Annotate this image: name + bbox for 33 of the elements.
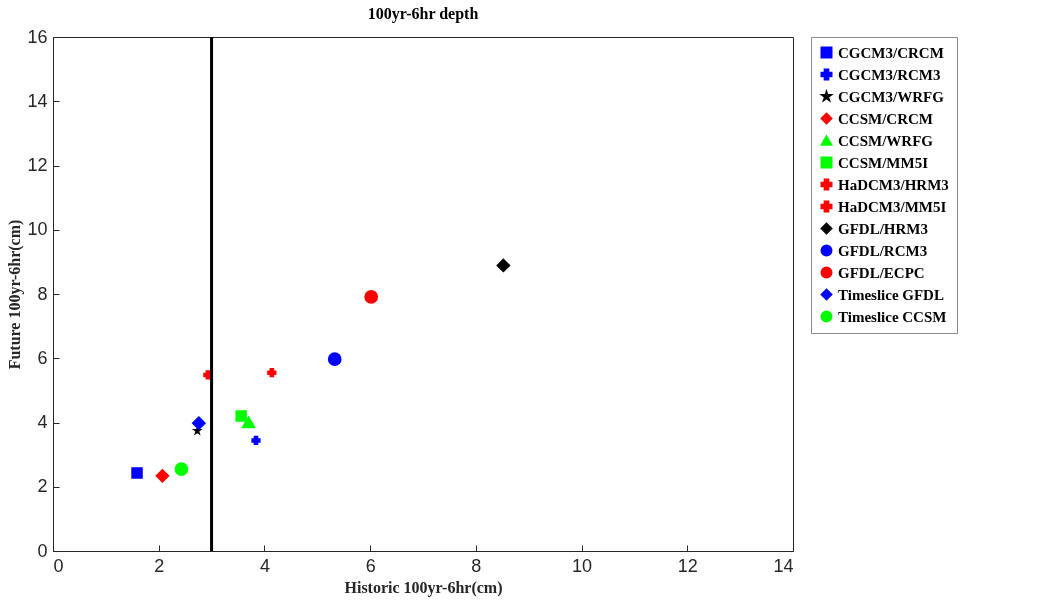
y-tick-label: 12 (27, 155, 48, 175)
legend-label: CCSM/MM5I (838, 154, 929, 171)
legend-label: GFDL/RCM3 (838, 242, 928, 259)
x-tick-label: 12 (677, 555, 698, 576)
y-tick-label: 8 (37, 283, 48, 304)
y-tick-label: 0 (37, 540, 48, 561)
x-tick-label: 8 (471, 555, 482, 576)
legend-label: GFDL/ECPC (838, 264, 925, 281)
x-tick-label: 6 (365, 555, 376, 576)
legend-label: CGCM3/CRCM (838, 44, 944, 61)
x-tick-label: 4 (259, 555, 270, 576)
y-tick-label: 6 (37, 347, 48, 368)
x-tick-label: 10 (572, 555, 593, 576)
x-tick-label: 14 (773, 555, 794, 576)
legend-label: HaDCM3/MM5I (838, 198, 947, 215)
x-tick-label: 0 (53, 555, 64, 576)
y-tick-label: 4 (37, 412, 48, 432)
y-tick-label: 16 (27, 26, 48, 47)
legend-label: GFDL/HRM3 (838, 220, 928, 237)
x-tick-label: 2 (154, 555, 165, 576)
legend-label: CGCM3/WRFG (838, 88, 945, 105)
legend-label: CCSM/CRCM (838, 110, 933, 127)
x-axis-title: Historic 100yr-6hr(cm) (344, 578, 503, 597)
y-axis-title: Future 100yr-6hr(cm) (6, 219, 25, 370)
chart-title: 100yr-6hr depth (367, 5, 479, 23)
legend-label: Timeslice GFDL (838, 286, 944, 303)
legend-label: Timeslice CCSM (838, 308, 947, 325)
legend-label: CGCM3/RCM3 (838, 66, 941, 83)
y-tick-label: 2 (37, 476, 48, 497)
y-tick-label: 14 (27, 90, 48, 111)
legend-label: HaDCM3/HRM3 (838, 176, 949, 193)
legend-label: CCSM/WRFG (838, 132, 934, 149)
y-tick-label: 10 (27, 219, 48, 240)
